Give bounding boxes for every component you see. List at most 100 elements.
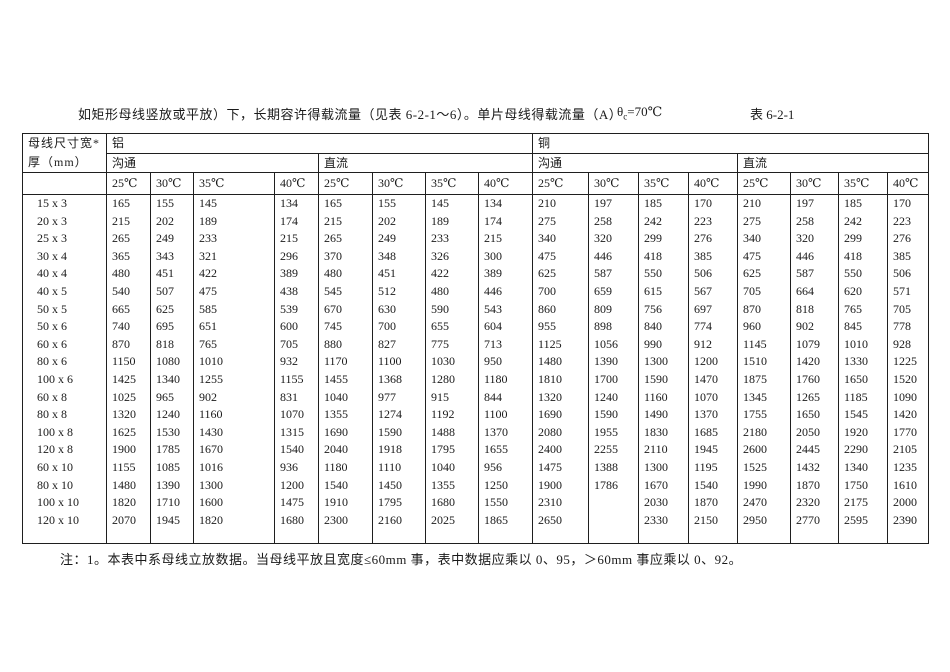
current-value: 1390	[150, 476, 194, 495]
current-value: 1300	[638, 458, 690, 477]
current-value: 145	[425, 194, 479, 213]
current-value: 827	[372, 335, 426, 354]
current-value: 2160	[372, 511, 426, 530]
current-value: 1315	[274, 423, 319, 442]
current-value: 2040	[318, 441, 373, 459]
busbar-size: 20 x 3	[22, 212, 107, 231]
empty-cell	[887, 529, 930, 544]
current-value: 587	[588, 265, 640, 283]
current-value: 1079	[790, 335, 840, 354]
current-value: 258	[790, 212, 840, 231]
current-value: 1160	[193, 406, 275, 424]
table-row: 80 x 6 1150 1080 1010 932 1170 1100 1030 950 1480…	[22, 353, 930, 371]
current-value: 844	[477, 388, 534, 407]
current-value: 1690	[532, 406, 590, 424]
current-value: 165	[318, 194, 373, 213]
current-value: 625	[532, 265, 590, 283]
busbar-size: 40 x 5	[22, 282, 107, 301]
current-value: 630	[372, 300, 426, 319]
current-value: 1680	[274, 511, 319, 530]
current-value: 1355	[425, 476, 479, 495]
current-value: 1200	[274, 476, 319, 495]
current-value: 174	[274, 212, 319, 231]
table-row: 40 x 5 540 507 475 438 545 512 480 446 700 659 615 5…	[22, 282, 930, 301]
current-value: 1590	[372, 423, 426, 442]
table-row: 120 x 10 2070 1945 1820 1680 2300 2160 2025 1865…	[22, 511, 930, 530]
current-value: 625	[737, 265, 792, 283]
temp-header: 30℃	[790, 172, 840, 195]
footnote: 注：1。本表中系母线立放数据。当母线平放且宽度≤60mm 事，表中数据应乘以 0…	[60, 552, 743, 567]
current-value: 1900	[106, 441, 151, 459]
current-value: 189	[425, 212, 479, 231]
current-value: 604	[477, 318, 534, 336]
current-value: 1240	[150, 406, 194, 424]
current-value: 1480	[532, 353, 590, 371]
current-value: 1025	[106, 388, 151, 407]
empty-cell	[150, 529, 194, 544]
current-value: 1525	[737, 458, 792, 477]
current-value: 1300	[638, 353, 690, 371]
current-value: 1195	[688, 458, 739, 477]
empty-cell	[588, 529, 640, 544]
current-value: 475	[532, 247, 590, 266]
current-value: 756	[638, 300, 690, 319]
busbar-size: 50 x 6	[22, 318, 107, 336]
current-value: 2070	[106, 511, 151, 530]
current-value: 1320	[532, 388, 590, 407]
temp-header: 30℃	[588, 172, 640, 195]
current-value: 300	[477, 247, 534, 266]
current-value: 765	[838, 300, 889, 319]
current-value: 2105	[887, 441, 930, 459]
current-value: 1240	[588, 388, 640, 407]
current-value: 365	[106, 247, 151, 266]
current-value: 1010	[193, 353, 275, 371]
current-value: 451	[150, 265, 194, 283]
current-value: 296	[274, 247, 319, 266]
current-value: 320	[790, 230, 840, 248]
empty-cell	[838, 529, 889, 544]
current-value: 215	[318, 212, 373, 231]
current-value: 1125	[532, 335, 590, 354]
current-value: 1150	[106, 353, 151, 371]
current-value: 1590	[638, 370, 690, 389]
current-value: 475	[193, 282, 275, 301]
current-value: 1685	[688, 423, 739, 442]
current-value: 932	[274, 353, 319, 371]
current-value: 2650	[532, 511, 590, 530]
current-value: 321	[193, 247, 275, 266]
current-value: 765	[193, 335, 275, 354]
empty-cell	[737, 529, 792, 544]
empty-cell	[638, 529, 690, 544]
current-value: 831	[274, 388, 319, 407]
current-value: 902	[790, 318, 840, 336]
empty-cell	[372, 529, 426, 544]
page-title: 如矩形母线竖放或平放）下，长期容许得载流量（见表 6-2-1～6）。单片母线得载…	[78, 107, 623, 122]
current-value: 1955	[588, 423, 640, 442]
temperature-header-row: 25℃ 30℃ 35℃ 40℃ 25℃ 30℃ 35℃ 40℃ 25℃ 30℃ …	[22, 172, 930, 195]
current-value: 539	[274, 300, 319, 319]
current-value: 215	[106, 212, 151, 231]
current-value: 1600	[193, 494, 275, 512]
current-value: 1155	[106, 458, 151, 477]
current-value: 299	[638, 230, 690, 248]
current-value: 928	[887, 335, 930, 354]
current-value: 1760	[790, 370, 840, 389]
current-value: 189	[193, 212, 275, 231]
cu-dc-header: 直流	[737, 153, 930, 173]
current-value: 165	[106, 194, 151, 213]
current-value: 265	[106, 230, 151, 248]
current-value: 778	[887, 318, 930, 336]
temp-header: 25℃	[737, 172, 792, 195]
current-value: 422	[425, 265, 479, 283]
current-value: 385	[688, 247, 739, 266]
current-value: 1170	[318, 353, 373, 371]
table-row: 50 x 5 665 625 585 539 670 630 590 543 860 809 756 6…	[22, 300, 930, 319]
current-value: 960	[737, 318, 792, 336]
current-value: 1155	[274, 370, 319, 389]
current-value: 1330	[838, 353, 889, 371]
current-value: 600	[274, 318, 319, 336]
current-value: 740	[106, 318, 151, 336]
table-row: 120 x 8 1900 1785 1670 1540 2040 1918 1795 1655 2…	[22, 441, 930, 459]
busbar-size: 120 x 10	[22, 511, 107, 530]
current-value: 550	[638, 265, 690, 283]
